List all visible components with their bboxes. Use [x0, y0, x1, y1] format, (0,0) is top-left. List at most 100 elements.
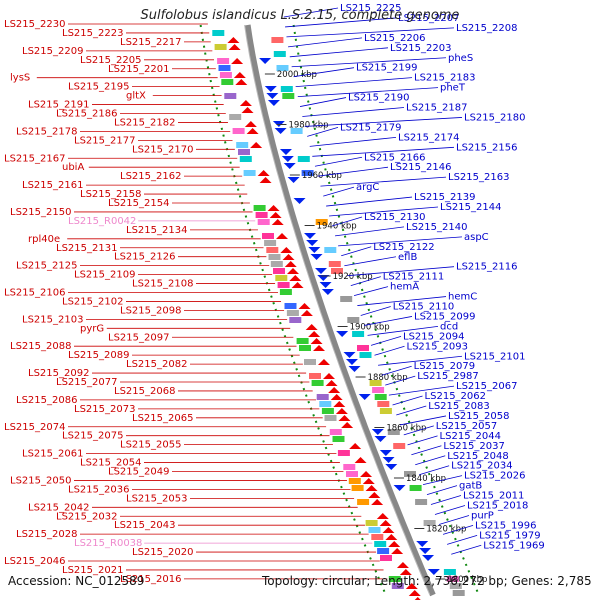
- right-leader-line: [285, 17, 397, 28]
- left-gene-label: LS215_2021: [62, 565, 123, 576]
- cog-block-right: [282, 93, 295, 99]
- forward-gene-arrow: [308, 331, 321, 337]
- left-gene-label: LS215_2223: [62, 28, 123, 39]
- right-gene-label: LS215_2067: [456, 381, 517, 392]
- left-gene-label: LS215_2170: [132, 144, 193, 155]
- forward-gene-arrow: [382, 527, 395, 533]
- reverse-gene-arrow: [371, 429, 384, 435]
- left-gene-label: LS215_2073: [74, 404, 135, 415]
- right-leader-line: [407, 435, 438, 446]
- right-gene-label: LS215_2111: [383, 272, 444, 283]
- right-leader-line: [426, 485, 458, 495]
- right-leader-line: [289, 47, 389, 58]
- left-gene-label: LS215_2191: [28, 100, 89, 111]
- cog-block-right: [280, 86, 293, 92]
- right-leader-line: [353, 286, 389, 296]
- forward-gene-arrow: [323, 373, 336, 379]
- right-gene-label: LS215_2139: [414, 192, 475, 203]
- left-gene-label: LS215_R0042: [68, 216, 136, 227]
- forward-gene-arrow: [239, 100, 252, 106]
- cog-block-left: [371, 534, 384, 540]
- left-gene-label: LS215_2103: [22, 314, 83, 325]
- right-leader-line: [317, 166, 389, 177]
- left-gene-label: LS215_2089: [68, 350, 129, 361]
- ruler-tick-label: 1900 kbp: [350, 323, 390, 333]
- right-gene-label: LS215_2057: [436, 421, 497, 432]
- right-leader-line: [286, 27, 455, 38]
- forward-gene-arrow: [408, 590, 421, 596]
- cog-block-right: [297, 156, 310, 162]
- right-gene-label: pheS: [448, 53, 473, 64]
- left-gene-label: LS215_2053: [126, 493, 187, 504]
- right-gene-label: LS215_1996: [475, 520, 536, 531]
- left-gene-label: LS215_2086: [16, 395, 77, 406]
- cog-block-right: [372, 387, 385, 393]
- cog-block-right: [446, 576, 459, 582]
- right-leader-line: [422, 475, 463, 486]
- right-gene-label: LS215_2110: [393, 302, 454, 313]
- forward-gene-arrow: [317, 359, 330, 365]
- cog-block-left: [304, 359, 316, 365]
- right-leader-line: [288, 37, 363, 48]
- right-leader-line: [396, 405, 427, 416]
- reverse-gene-arrow: [343, 352, 356, 358]
- forward-gene-arrow: [259, 177, 272, 183]
- cog-block-left: [284, 303, 297, 309]
- right-leader-line: [347, 266, 455, 277]
- cog-block-left: [319, 401, 332, 407]
- left-gene-label: LS215_2043: [114, 520, 175, 531]
- cog-block-right: [415, 499, 428, 505]
- cog-block-left: [257, 219, 270, 225]
- cog-block-right: [331, 268, 343, 274]
- right-gene-label: LS215_2011: [463, 491, 524, 502]
- cog-block-left: [348, 478, 361, 484]
- right-leader-line: [430, 495, 462, 505]
- left-gene-label: LS215_2020: [132, 547, 193, 558]
- right-gene-label: LS215_2179: [340, 122, 401, 133]
- reverse-gene-arrow: [266, 93, 279, 99]
- backbone-edge: [244, 24, 431, 596]
- forward-gene-arrow: [235, 79, 248, 85]
- right-gene-label: LS215_2083: [428, 401, 489, 412]
- right-leader-line: [295, 77, 413, 88]
- right-gene-label: LS215_2130: [364, 212, 425, 223]
- right-leader-line: [299, 97, 347, 107]
- cog-block-left: [255, 212, 268, 218]
- reverse-gene-arrow: [374, 436, 387, 442]
- right-gene-label: LS215_2140: [406, 222, 467, 233]
- right-leader-line: [447, 534, 478, 545]
- left-gene-label: LS215_2126: [114, 252, 175, 263]
- reverse-gene-arrow: [427, 569, 440, 575]
- left-gene-label: LS215_2032: [56, 511, 117, 522]
- right-gene-label: LS215_2146: [390, 162, 451, 173]
- accession-text: Accession: NC_012589: [8, 574, 145, 588]
- reverse-gene-arrow: [348, 366, 361, 372]
- reverse-gene-arrow: [293, 198, 306, 204]
- left-gene-label: LS215_2046: [4, 556, 65, 567]
- forward-gene-arrow: [362, 478, 375, 484]
- right-gene-label: LS215_2079: [414, 361, 475, 372]
- reverse-gene-arrow: [382, 457, 395, 463]
- right-gene-label: LS215_2058: [448, 411, 509, 422]
- cog-block-left: [279, 289, 292, 295]
- right-leader-line: [385, 375, 416, 386]
- left-gene-label: LS215_2097: [108, 332, 169, 343]
- reverse-gene-arrow: [310, 254, 323, 260]
- right-gene-label: LS215_2093: [407, 341, 468, 352]
- left-gene-label: LS215_2088: [10, 341, 71, 352]
- forward-gene-arrow: [328, 387, 341, 393]
- right-gene-label: LS215_1969: [483, 540, 544, 551]
- forward-gene-arrow: [310, 338, 323, 344]
- right-gene-label: hemA: [390, 282, 419, 293]
- right-gene-label: LS215_2183: [414, 73, 475, 84]
- left-gene-label: LS215_2108: [132, 279, 193, 290]
- left-gene-label: LS215_2162: [120, 171, 181, 182]
- left-gene-label: LS215_2102: [62, 296, 123, 307]
- right-leader-line: [403, 425, 434, 436]
- cog-block-right: [393, 443, 406, 449]
- right-leader-line: [283, 7, 339, 18]
- cog-block-right: [290, 128, 303, 134]
- cog-block-left: [277, 282, 290, 288]
- right-gene-label: LS215_2166: [364, 152, 425, 163]
